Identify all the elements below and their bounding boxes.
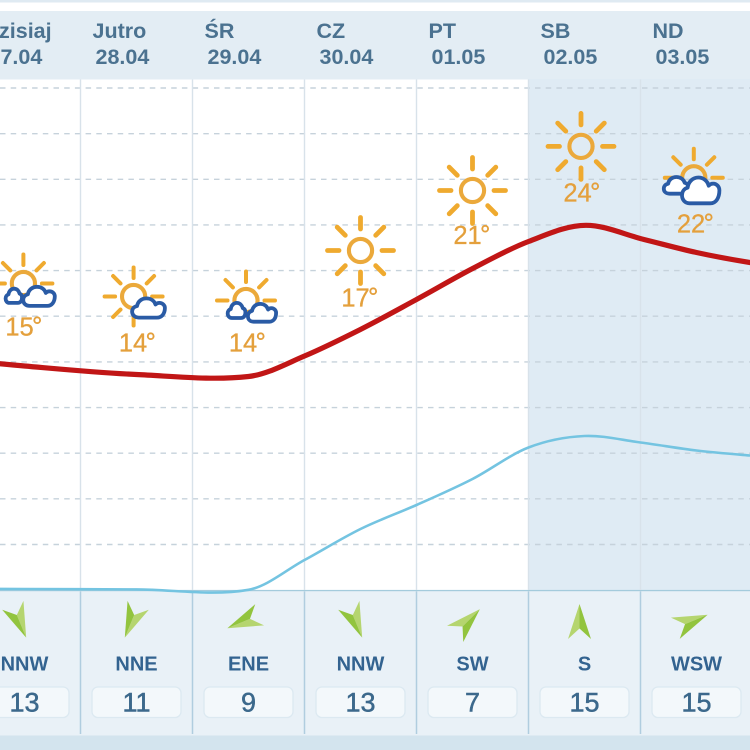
svg-text:17: 17 — [341, 285, 369, 313]
svg-text:NNE: NNE — [115, 654, 157, 676]
svg-text:11: 11 — [122, 688, 150, 718]
svg-text:7: 7 — [465, 688, 480, 718]
svg-text:27.04: 27.04 — [0, 45, 42, 69]
svg-text:29.04: 29.04 — [208, 45, 262, 69]
svg-text:15: 15 — [569, 688, 599, 718]
svg-text:14: 14 — [229, 330, 257, 358]
svg-text:15: 15 — [5, 314, 33, 342]
svg-text:24: 24 — [563, 180, 591, 208]
svg-text:ND: ND — [653, 19, 684, 43]
svg-text:15: 15 — [681, 688, 711, 718]
svg-text:21: 21 — [453, 222, 481, 250]
svg-text:30.04: 30.04 — [320, 45, 374, 69]
svg-text:ŚR: ŚR — [205, 18, 235, 43]
svg-text:9: 9 — [241, 688, 256, 718]
svg-text:22: 22 — [677, 211, 705, 239]
svg-text:Jutro: Jutro — [93, 19, 147, 43]
svg-text:NNW: NNW — [337, 654, 385, 676]
svg-text:01.05: 01.05 — [432, 45, 486, 69]
svg-text:28.04: 28.04 — [96, 45, 150, 69]
svg-text:Dzisiaj: Dzisiaj — [0, 19, 52, 43]
svg-text:13: 13 — [345, 688, 375, 718]
svg-text:03.05: 03.05 — [656, 45, 710, 69]
svg-text:02.05: 02.05 — [544, 45, 598, 69]
svg-text:SW: SW — [456, 654, 488, 676]
svg-text:CZ: CZ — [317, 19, 346, 43]
svg-text:14: 14 — [119, 330, 147, 358]
svg-text:SB: SB — [541, 19, 571, 43]
svg-text:ENE: ENE — [228, 654, 269, 676]
svg-text:WSW: WSW — [671, 654, 722, 676]
svg-text:NNW: NNW — [1, 654, 49, 676]
svg-text:S: S — [578, 654, 591, 676]
svg-text:PT: PT — [429, 19, 456, 43]
svg-text:13: 13 — [9, 688, 39, 718]
